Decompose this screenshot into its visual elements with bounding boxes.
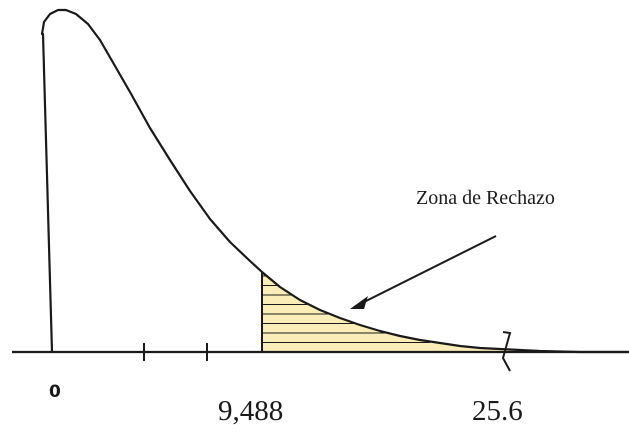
rejection-zone-label: Zona de Rechazo <box>416 187 555 209</box>
axis-label-critical-value: 9,488 <box>218 395 284 427</box>
axis-label-zero: 0 <box>49 382 61 402</box>
axis-break-mark <box>501 331 512 372</box>
annotation-arrowhead <box>350 296 368 309</box>
rejection-region <box>262 272 540 352</box>
density-curve <box>40 8 629 354</box>
annotation-arrow-line <box>357 235 497 306</box>
axis-label-statistic: 25.6 <box>472 395 523 427</box>
